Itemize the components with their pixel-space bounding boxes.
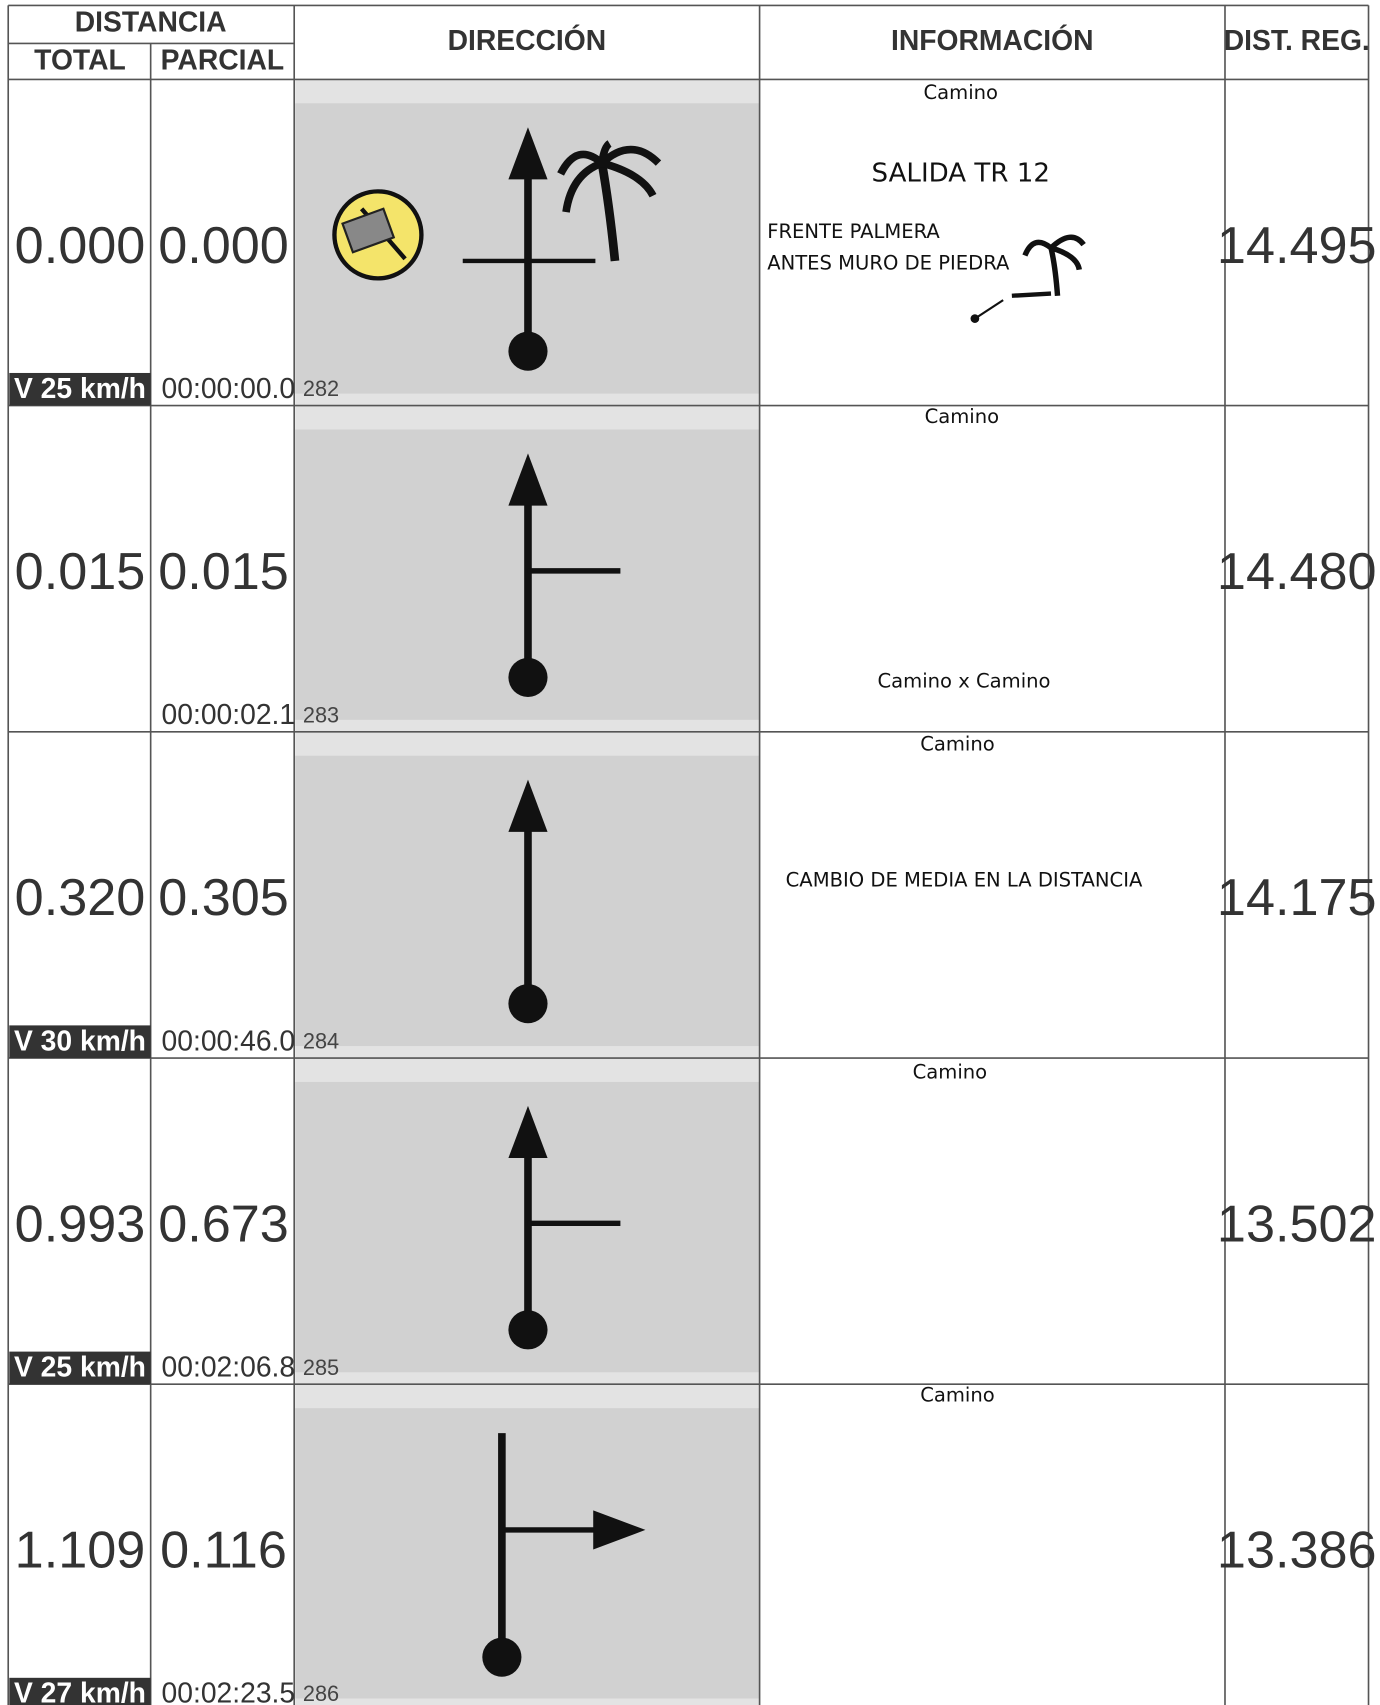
speed: V 25 km/h [14, 1350, 146, 1382]
speed: V 27 km/h [14, 1677, 146, 1705]
time: 00:00:46.0 [162, 1024, 296, 1056]
partial-distance: 0.673 [158, 1195, 289, 1253]
time: 00:00:00.0 [162, 372, 296, 404]
total-distance: 0.320 [15, 869, 146, 927]
diagram-5 [482, 1433, 646, 1677]
direction-bg [295, 1408, 760, 1699]
speed-badge [9, 1677, 151, 1705]
total-distance: 0.993 [15, 1195, 146, 1253]
info-text: Camino x Camino [878, 669, 1051, 692]
header-total: TOTAL [34, 43, 126, 75]
partial-distance: 0.000 [158, 217, 289, 275]
note-number: 285 [303, 1355, 339, 1380]
info-text: ANTES MURO DE PIEDRA [767, 252, 1010, 275]
info-text: Camino [925, 405, 1000, 428]
dist-reg: 14.495 [1217, 217, 1377, 275]
header-dist-reg: DIST. REG. [1224, 24, 1370, 56]
total-distance: 1.109 [15, 1522, 146, 1580]
info-text: Camino [913, 1061, 988, 1084]
header-parcial: PARCIAL [161, 43, 285, 75]
info-text: Camino [923, 81, 998, 104]
diagram-4 [508, 1105, 621, 1350]
diagram-1 [332, 127, 662, 371]
note-number: 286 [303, 1681, 339, 1705]
info-text: FRENTE PALMERA [767, 220, 940, 243]
header-direccion: DIRECCIÓN [448, 24, 607, 56]
speed: V 25 km/h [14, 372, 146, 404]
speed: V 30 km/h [14, 1024, 146, 1056]
info-text: SALIDA TR 12 [872, 158, 1050, 188]
note-number: 284 [303, 1029, 339, 1054]
dist-reg: 14.480 [1217, 543, 1377, 601]
partial-distance: 0.015 [158, 543, 289, 601]
total-distance: 0.015 [15, 543, 146, 601]
speed-badge [9, 372, 151, 406]
speed-badge [9, 1025, 151, 1059]
dist-reg: 13.502 [1217, 1195, 1377, 1253]
total-distance: 0.000 [15, 217, 146, 275]
table-grid [7, 4, 1370, 1705]
partial-distance: 0.305 [158, 869, 289, 927]
header-distancia: DISTANCIA [75, 5, 227, 37]
diagram-2 [508, 453, 621, 698]
dist-reg: 13.386 [1217, 1522, 1377, 1580]
time: 00:02:06.8 [162, 1350, 296, 1382]
note-number: 282 [303, 376, 339, 401]
info-sketch [970, 234, 1086, 323]
partial-distance: 0.116 [160, 1522, 287, 1580]
note-number: 283 [303, 702, 339, 727]
info-text: CAMBIO DE MEDIA EN LA DISTANCIA [786, 868, 1143, 891]
header-informacion: INFORMACIÓN [891, 24, 1094, 56]
time: 00:02:23.5 [162, 1677, 296, 1705]
direction-diagrams [332, 127, 662, 1677]
diagram-3 [508, 779, 548, 1024]
info-text: Camino [920, 1384, 995, 1407]
speed-badge [9, 1351, 151, 1385]
dist-reg: 14.175 [1217, 869, 1377, 927]
time: 00:00:02.1 [162, 698, 296, 730]
info-text: Camino [920, 732, 995, 755]
